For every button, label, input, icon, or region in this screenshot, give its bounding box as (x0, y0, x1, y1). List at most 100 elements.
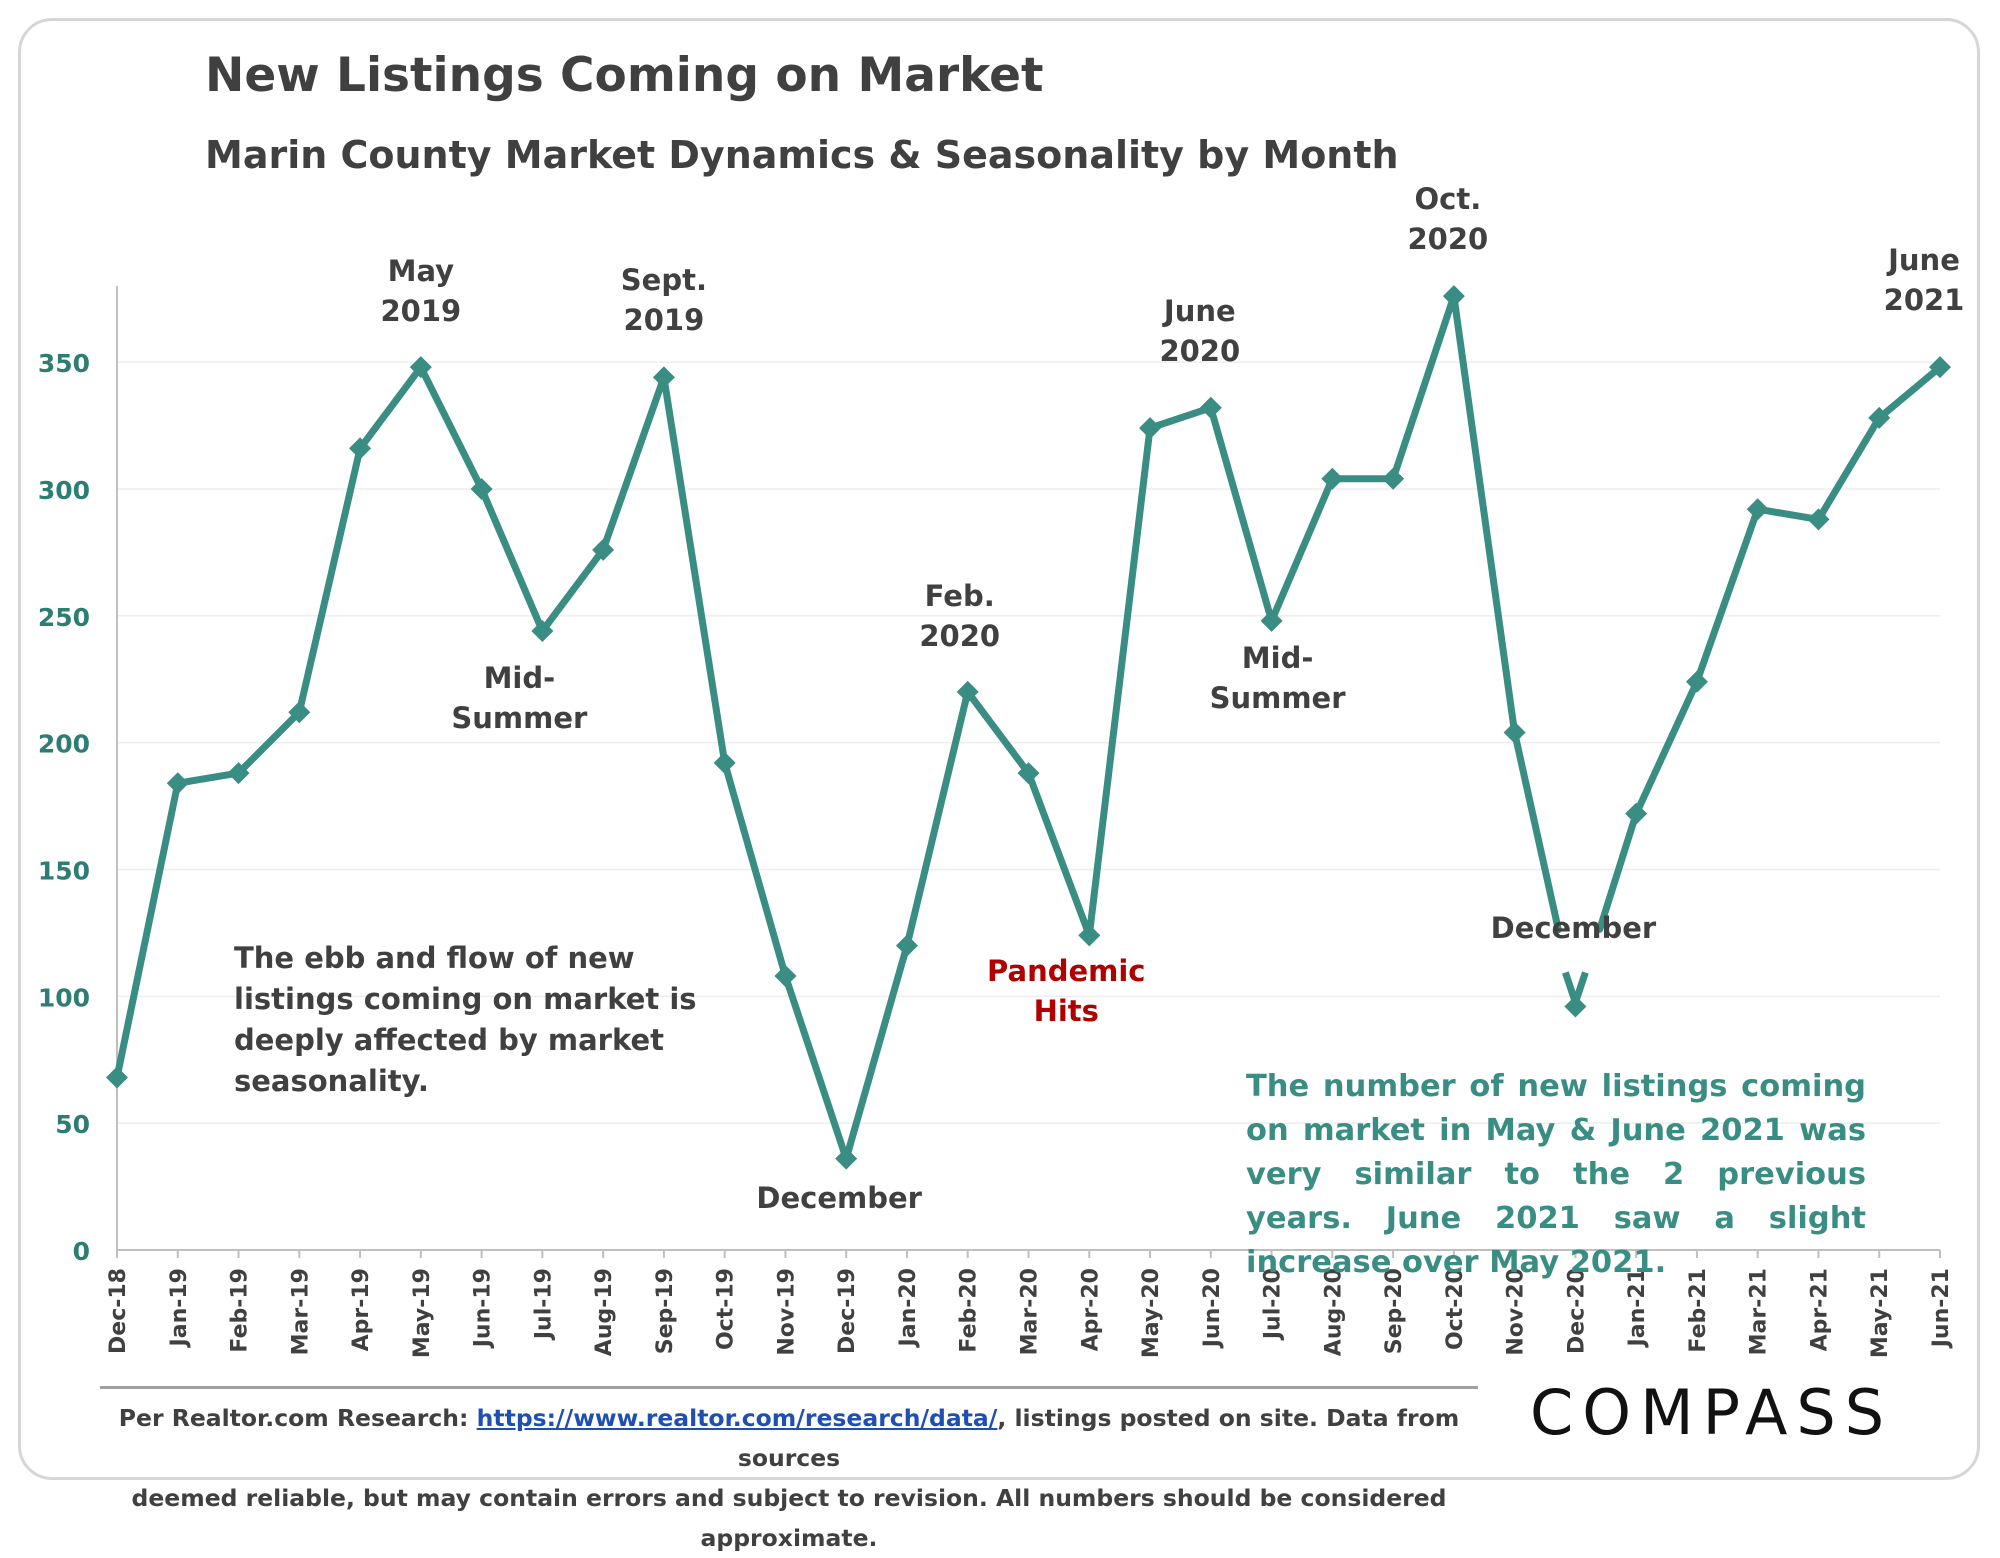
x-tick-label: Nov-20 (1504, 1268, 1529, 1356)
y-tick-label: 350 (38, 349, 90, 378)
annotation-label: 2020 (1159, 334, 1240, 368)
data-point (1564, 995, 1587, 1018)
data-point (774, 965, 797, 988)
x-tick-label: Apr-21 (1807, 1268, 1832, 1351)
annotation-label: May (388, 254, 455, 288)
source-link[interactable]: https://www.realtor.com/research/data/ (476, 1404, 998, 1432)
data-point (1017, 762, 1040, 785)
summary-note: The number of new listings coming on mar… (1246, 1069, 1866, 1280)
data-point (713, 751, 736, 774)
compass-logo: COMPASS (1530, 1376, 1894, 1449)
data-point (470, 477, 493, 500)
footer-divider (100, 1386, 1478, 1389)
x-tick-label: May-20 (1139, 1268, 1164, 1358)
data-point (1746, 498, 1769, 521)
annotation-label: Hits (1034, 994, 1099, 1028)
annotation-label: Summer (451, 701, 588, 735)
data-point (835, 1147, 858, 1170)
x-tick-label: Mar-20 (1018, 1268, 1043, 1355)
chart-card (18, 18, 1980, 1480)
data-point (1807, 508, 1830, 531)
y-tick-label: 300 (38, 476, 90, 505)
footer-line2: deemed reliable, but may contain errors … (131, 1484, 1447, 1552)
annotation-label: 2020 (1408, 222, 1489, 256)
x-tick-label: Jan-20 (896, 1268, 921, 1348)
annotation-label: 2021 (1884, 283, 1965, 317)
data-point (1929, 356, 1951, 379)
x-tick-label: Jul-19 (531, 1268, 556, 1341)
x-tick-label: Mar-19 (288, 1268, 313, 1355)
x-tick-label: Jun-19 (471, 1268, 496, 1349)
data-point (1503, 721, 1526, 744)
annotation-label: 2020 (919, 619, 1000, 653)
data-point (349, 437, 372, 460)
annotation-label: June (1886, 243, 1960, 277)
chart-subtitle: Marin County Market Dynamics & Seasonali… (205, 133, 1399, 177)
x-tick-label: Dec-19 (835, 1268, 860, 1354)
x-tick-label: Dec-20 (1564, 1268, 1589, 1354)
annotation-label: Mid- (1242, 641, 1314, 675)
y-tick-label: 0 (73, 1237, 90, 1266)
annotation-label: Feb. (925, 579, 995, 613)
x-tick-label: Feb-19 (228, 1268, 253, 1353)
x-tick-label: Apr-19 (349, 1268, 374, 1351)
data-point (227, 762, 250, 785)
y-tick-label: 100 (38, 983, 90, 1012)
data-point (166, 772, 189, 795)
data-point (956, 680, 979, 703)
data-point (409, 356, 432, 379)
y-tick-label: 250 (38, 603, 90, 632)
annotation-label: Sept. (621, 263, 707, 297)
data-point (288, 701, 311, 724)
data-point (106, 1066, 128, 1089)
annotation-label: Oct. (1414, 182, 1481, 216)
x-tick-label: May-19 (410, 1268, 435, 1358)
x-tick-label: Aug-19 (592, 1268, 617, 1356)
annotation-label: December (756, 1181, 922, 1215)
data-point (895, 934, 918, 957)
x-tick-label: Jun-21 (1929, 1268, 1954, 1349)
x-tick-label: Apr-20 (1078, 1268, 1103, 1351)
x-tick-label: Jun-20 (1200, 1268, 1225, 1349)
footer-prefix: Per Realtor.com Research: (118, 1404, 477, 1432)
x-tick-label: Jan-21 (1625, 1268, 1650, 1348)
x-tick-label: Oct-20 (1443, 1268, 1468, 1350)
data-point (1382, 467, 1405, 490)
x-tick-label: Sep-19 (653, 1268, 678, 1354)
line-chart: 0 50 100 150 200 250 300 350 Dec-18 Jan-19 Feb-19… (38, 182, 1965, 1358)
x-tick-label: Sep-20 (1382, 1268, 1407, 1354)
x-tick-label: Nov-19 (774, 1268, 799, 1356)
data-point (1685, 670, 1708, 693)
data-point (1260, 609, 1283, 632)
x-tick-label: Dec-18 (106, 1268, 131, 1354)
data-point (592, 538, 615, 561)
seasonality-note: The ebb and flow of new listings coming … (234, 941, 697, 1098)
data-point (1139, 417, 1162, 440)
x-tick-label: Oct-19 (714, 1268, 739, 1350)
data-point (1321, 467, 1344, 490)
data-point (531, 620, 554, 643)
data-point (1442, 285, 1465, 308)
annotation-label: December (1491, 911, 1657, 945)
footer-line1-suffix: , listings posted on site. Data from sou… (737, 1404, 1460, 1472)
data-point (652, 366, 675, 389)
annotation-label: June (1162, 294, 1236, 328)
x-tick-label: Feb-21 (1686, 1268, 1711, 1353)
annotation-label: Summer (1210, 681, 1347, 715)
x-tick-label: Mar-21 (1747, 1268, 1772, 1355)
annotation-label: Pandemic (987, 954, 1145, 988)
y-tick-label: 200 (38, 730, 90, 759)
x-tick-label: May-21 (1868, 1268, 1893, 1358)
data-point (1625, 802, 1648, 825)
data-point (1078, 924, 1101, 947)
annotation-label: 2019 (380, 294, 461, 328)
x-tick-label: Feb-20 (957, 1268, 982, 1353)
x-tick-label: Jan-19 (167, 1268, 192, 1348)
x-tick-label: Jul-20 (1261, 1268, 1286, 1341)
y-tick-label: 50 (55, 1110, 90, 1139)
data-point (1199, 396, 1222, 419)
y-tick-label: 150 (38, 856, 90, 885)
x-tick-label: Aug-20 (1321, 1268, 1346, 1356)
chart-title: New Listings Coming on Market (205, 48, 1044, 103)
source-footer: Per Realtor.com Research: https://www.re… (100, 1398, 1478, 1558)
